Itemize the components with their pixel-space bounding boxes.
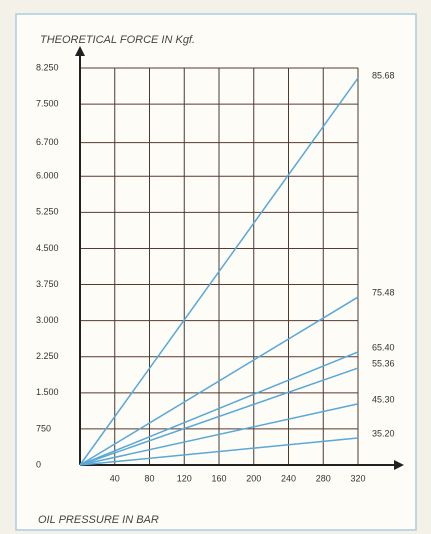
y-tick-label: 3.750 [36,279,59,289]
y-tick-label: 8.250 [36,62,59,72]
series-label: 45.30 [372,394,395,404]
chart-title: THEORETICAL FORCE IN Kgf. [40,34,195,46]
x-tick-label: 120 [177,473,192,483]
y-tick-label: 0 [36,459,41,469]
x-tick-label: 160 [211,473,226,483]
frame [15,13,417,531]
y-tick-label: 4.500 [36,243,59,253]
line [79,77,359,466]
y-tick-label: 6.700 [36,137,59,147]
series-label: 85.68 [372,70,395,80]
series-label: 35.20 [372,428,395,438]
x-tick-label: 320 [350,473,365,483]
x-tick-label: 200 [246,473,261,483]
y-tick-label: 2.250 [36,351,59,361]
y-axis-arrow [75,46,85,56]
line [79,437,359,466]
line [79,403,359,466]
line [79,296,359,466]
y-tick-label: 6.000 [36,171,59,181]
y-tick-label: 5.250 [36,207,59,217]
series-label: 65.40 [372,342,395,352]
y-tick-label: 7.500 [36,98,59,108]
series-label: 75.48 [372,287,395,297]
line [79,367,359,466]
series-label: 55.36 [372,358,395,368]
x-axis-label: OIL PRESSURE IN BAR [38,514,159,526]
line [79,351,359,466]
x-tick-label: 40 [110,473,120,483]
x-axis-arrow [394,460,404,470]
y-tick-label: 750 [36,423,51,433]
y-tick-label: 3.000 [36,315,59,325]
y-tick-label: 1.500 [36,387,59,397]
x-tick-label: 240 [281,473,296,483]
x-tick-label: 280 [316,473,331,483]
x-tick-label: 80 [144,473,154,483]
